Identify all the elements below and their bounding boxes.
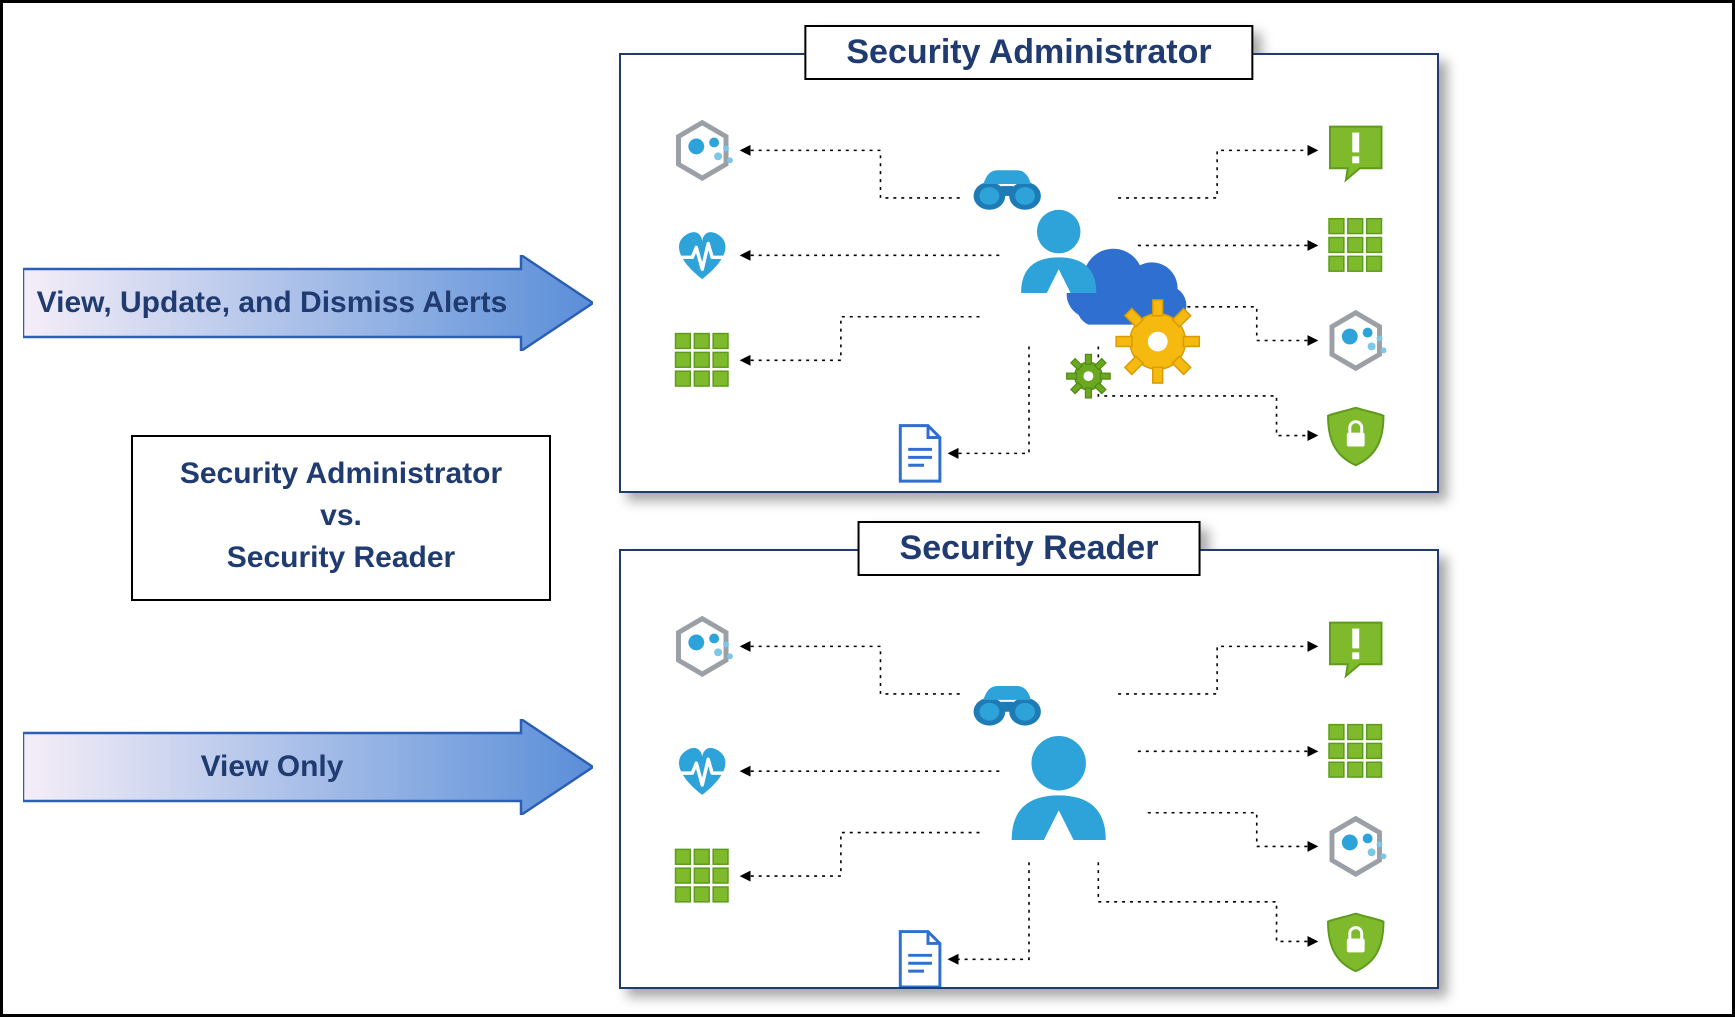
panel-security-reader: Security Reader — [619, 549, 1439, 989]
arrow-bottom-label: View Only — [23, 719, 521, 815]
shield-lock-icon — [1328, 914, 1383, 971]
document-icon — [900, 426, 940, 481]
hex-cluster-icon — [678, 619, 732, 674]
gear-large-icon — [1116, 300, 1199, 383]
panel-admin-content — [621, 89, 1437, 491]
binoculars-icon — [974, 686, 1041, 726]
gear-small-icon — [1067, 354, 1111, 398]
app-grid-icon — [676, 334, 728, 386]
compare-box: Security Administrator vs. Security Read… — [131, 435, 551, 601]
app-grid-icon — [676, 849, 728, 901]
heart-pulse-icon — [679, 232, 725, 279]
compare-line-3: Security Reader — [143, 537, 539, 579]
compare-line-2: vs. — [143, 495, 539, 537]
document-icon — [900, 932, 940, 987]
alert-bubble-icon — [1330, 127, 1381, 180]
panel-reader-content — [621, 585, 1437, 987]
compare-line-1: Security Administrator — [143, 453, 539, 495]
app-grid-icon — [1329, 219, 1381, 271]
hex-cluster-icon — [1332, 313, 1386, 368]
panel-security-administrator: Security Administrator — [619, 53, 1439, 493]
arrow-view-update-dismiss: View, Update, and Dismiss Alerts — [23, 255, 593, 351]
app-grid-icon — [1329, 725, 1381, 777]
person-icon — [1012, 736, 1106, 840]
arrow-view-only: View Only — [23, 719, 593, 815]
shield-lock-icon — [1328, 408, 1383, 465]
binoculars-icon — [974, 170, 1041, 210]
diagram-canvas: View, Update, and Dismiss Alerts View On… — [0, 0, 1735, 1017]
heart-pulse-icon — [679, 748, 725, 795]
alert-bubble-icon — [1330, 623, 1381, 676]
person-icon — [1021, 210, 1096, 293]
arrow-top-label: View, Update, and Dismiss Alerts — [23, 255, 521, 351]
panel-reader-title: Security Reader — [858, 521, 1201, 576]
panel-admin-title: Security Administrator — [804, 25, 1253, 80]
hex-cluster-icon — [1332, 819, 1386, 874]
hex-cluster-icon — [678, 123, 732, 178]
